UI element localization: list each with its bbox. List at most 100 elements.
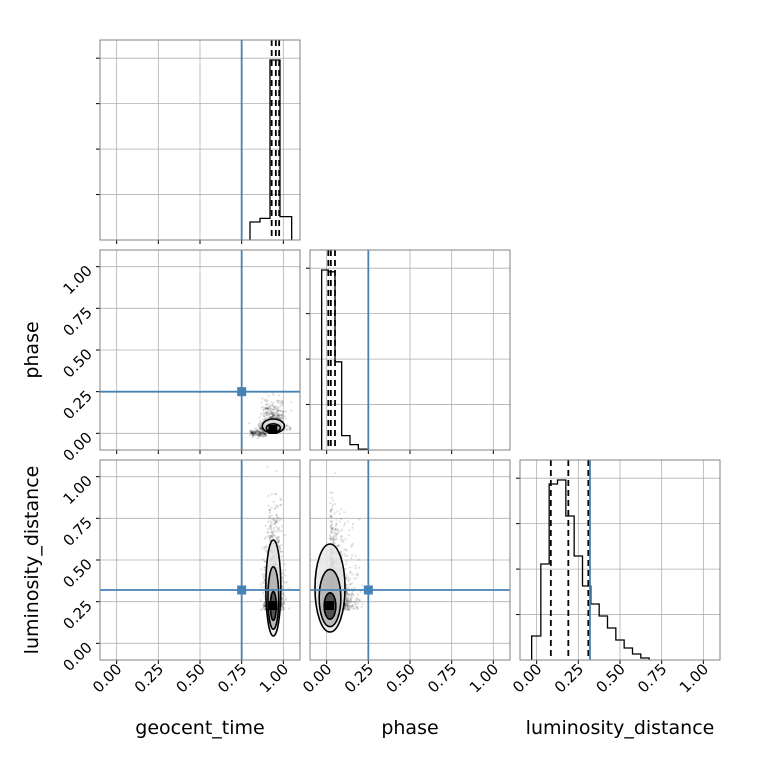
sample-point (264, 432, 267, 435)
sample-point (277, 544, 280, 547)
x-tick-label: 0.50 (172, 660, 208, 696)
sample-point (278, 417, 281, 420)
x-axis-title-luminosity_distance: luminosity_distance (526, 717, 715, 739)
sample-point (265, 411, 268, 414)
sample-point (249, 429, 252, 432)
sample-point (280, 413, 283, 416)
sample-point (330, 521, 333, 524)
sample-point (251, 430, 255, 433)
sample-point (268, 508, 271, 511)
sample-point (272, 412, 275, 415)
sample-point (340, 517, 343, 520)
sample-point (256, 428, 259, 431)
sample-point (261, 434, 264, 437)
sample-point (349, 566, 352, 569)
sample-point (339, 537, 342, 541)
sample-point (351, 592, 354, 595)
sample-point (289, 428, 292, 431)
sample-point (265, 535, 268, 538)
sample-point (270, 412, 273, 415)
x-tick-label: 0.25 (131, 660, 167, 696)
sample-point (268, 407, 272, 411)
sample-point (262, 432, 265, 435)
sample-point (263, 575, 266, 578)
sample-point (268, 413, 271, 416)
sample-point (258, 434, 261, 437)
sample-point (276, 521, 279, 524)
sample-point (278, 526, 281, 529)
sample-point (266, 407, 269, 410)
sample-point (278, 413, 281, 417)
sample-point (271, 404, 274, 407)
sample-point (330, 515, 333, 518)
sample-point (263, 398, 267, 402)
sample-point (276, 536, 279, 539)
sample-point (270, 416, 273, 419)
hist-panel-geocent_time (96, 40, 300, 244)
sample-point (330, 538, 333, 541)
sample-point (349, 571, 352, 574)
sample-point (281, 603, 284, 606)
sample-point (334, 538, 337, 541)
sample-point (269, 534, 272, 537)
sample-point (344, 567, 347, 571)
sample-point (259, 428, 262, 431)
sample-point (335, 538, 338, 541)
sample-point (275, 406, 278, 410)
hist-panel-phase-border (309, 249, 511, 451)
sample-point (329, 526, 333, 529)
sample-point (351, 554, 354, 557)
sample-point (331, 536, 334, 540)
sample-point (253, 432, 256, 435)
sample-point (253, 433, 256, 436)
sample-point (263, 432, 266, 435)
sample-point (330, 496, 333, 500)
sample-point (257, 435, 261, 438)
sample-point (329, 535, 332, 539)
hist-panel-luminosity_distance (516, 460, 720, 664)
sample-point (262, 606, 265, 609)
sample-point (334, 524, 337, 527)
sample-point (344, 606, 347, 609)
sample-point (348, 604, 351, 608)
sample-point (258, 424, 261, 427)
sample-point (286, 428, 289, 431)
sample-point (331, 508, 334, 511)
sample-point (347, 601, 350, 604)
sample-point (262, 592, 265, 595)
sample-point (260, 568, 263, 571)
sample-point (264, 406, 267, 410)
sample-point (331, 491, 334, 494)
sample-point (350, 592, 353, 595)
sample-point (290, 409, 293, 412)
sample-point (347, 595, 350, 598)
sample-point (258, 434, 261, 438)
sample-point (260, 431, 263, 434)
sample-point (355, 605, 358, 609)
sample-point (333, 512, 336, 515)
sample-point (277, 416, 280, 420)
sample-point (277, 540, 280, 543)
sample-point (333, 530, 336, 533)
sample-point (258, 416, 261, 419)
sample-point (288, 607, 291, 610)
sample-point (336, 532, 339, 535)
sample-point (348, 600, 351, 603)
sample-point (264, 411, 268, 414)
sample-point (263, 566, 266, 569)
sample-point (275, 408, 278, 411)
sample-point (349, 596, 353, 599)
sample-point (266, 406, 270, 409)
y-tick-label: 0.00 (59, 428, 95, 464)
sample-point (271, 518, 274, 521)
sample-point (261, 430, 264, 434)
sample-point (271, 413, 274, 416)
sample-point (261, 431, 264, 434)
sample-point (346, 573, 349, 576)
sample-point (353, 577, 356, 580)
sample-point (330, 531, 333, 535)
sample-point (271, 408, 275, 411)
sample-point (282, 410, 285, 413)
sample-point (260, 433, 263, 436)
sample-point (275, 504, 278, 507)
